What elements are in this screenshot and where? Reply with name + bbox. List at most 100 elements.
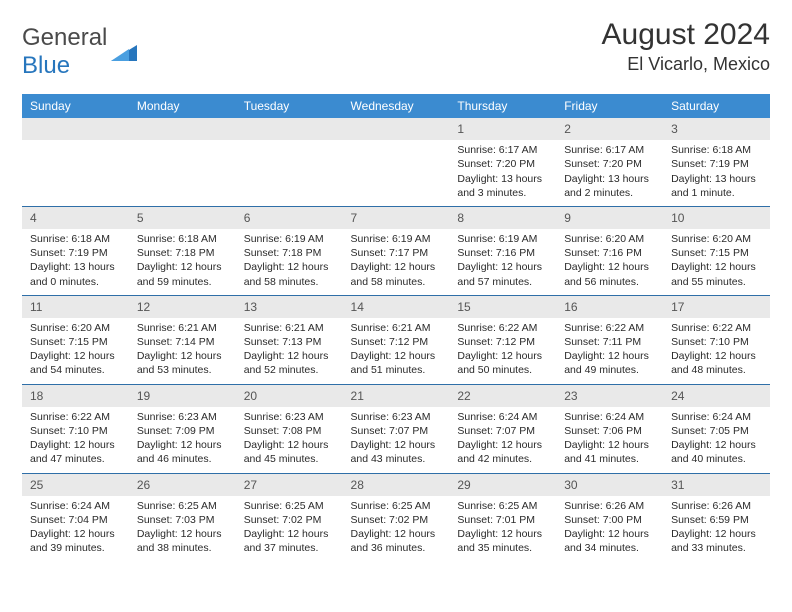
sunset-text: Sunset: 7:04 PM (30, 513, 121, 527)
day-info: Sunrise: 6:21 AMSunset: 7:14 PMDaylight:… (129, 318, 236, 384)
day-info: Sunrise: 6:22 AMSunset: 7:10 PMDaylight:… (22, 407, 129, 473)
day-info: Sunrise: 6:22 AMSunset: 7:12 PMDaylight:… (449, 318, 556, 384)
sunset-text: Sunset: 7:20 PM (457, 157, 548, 171)
day-info: Sunrise: 6:24 AMSunset: 7:05 PMDaylight:… (663, 407, 770, 473)
sunrise-text: Sunrise: 6:22 AM (671, 321, 762, 335)
day-number: 18 (22, 384, 129, 407)
sunrise-text: Sunrise: 6:25 AM (351, 499, 442, 513)
daynum-row: 123 (22, 118, 770, 140)
day-info (129, 140, 236, 206)
day-number (22, 118, 129, 140)
daylight-text: Daylight: 12 hours and 36 minutes. (351, 527, 442, 555)
day-info: Sunrise: 6:21 AMSunset: 7:13 PMDaylight:… (236, 318, 343, 384)
sunset-text: Sunset: 7:10 PM (671, 335, 762, 349)
day-number: 30 (556, 473, 663, 496)
daylight-text: Daylight: 12 hours and 51 minutes. (351, 349, 442, 377)
weekday-header: Wednesday (343, 94, 450, 118)
sunrise-text: Sunrise: 6:17 AM (457, 143, 548, 157)
month-title: August 2024 (602, 18, 770, 52)
sunset-text: Sunset: 7:13 PM (244, 335, 335, 349)
daylight-text: Daylight: 12 hours and 34 minutes. (564, 527, 655, 555)
daylight-text: Daylight: 12 hours and 55 minutes. (671, 260, 762, 288)
sunset-text: Sunset: 7:08 PM (244, 424, 335, 438)
sunrise-text: Sunrise: 6:21 AM (351, 321, 442, 335)
sunset-text: Sunset: 7:07 PM (351, 424, 442, 438)
day-info: Sunrise: 6:25 AMSunset: 7:02 PMDaylight:… (343, 496, 450, 562)
logo-triangle-icon (111, 43, 137, 61)
sunset-text: Sunset: 7:11 PM (564, 335, 655, 349)
daynum-row: 25262728293031 (22, 473, 770, 496)
weekday-header: Saturday (663, 94, 770, 118)
day-info: Sunrise: 6:24 AMSunset: 7:06 PMDaylight:… (556, 407, 663, 473)
day-info: Sunrise: 6:20 AMSunset: 7:15 PMDaylight:… (663, 229, 770, 295)
daylight-text: Daylight: 12 hours and 50 minutes. (457, 349, 548, 377)
sunset-text: Sunset: 7:19 PM (30, 246, 121, 260)
daylight-text: Daylight: 12 hours and 52 minutes. (244, 349, 335, 377)
day-number: 19 (129, 384, 236, 407)
day-info (343, 140, 450, 206)
sunrise-text: Sunrise: 6:19 AM (457, 232, 548, 246)
day-info (236, 140, 343, 206)
daylight-text: Daylight: 12 hours and 41 minutes. (564, 438, 655, 466)
sunset-text: Sunset: 7:19 PM (671, 157, 762, 171)
info-row: Sunrise: 6:24 AMSunset: 7:04 PMDaylight:… (22, 496, 770, 562)
sunset-text: Sunset: 7:03 PM (137, 513, 228, 527)
sunrise-text: Sunrise: 6:26 AM (671, 499, 762, 513)
daylight-text: Daylight: 12 hours and 54 minutes. (30, 349, 121, 377)
brand-word2: Blue (22, 52, 70, 79)
day-number: 16 (556, 295, 663, 318)
day-number: 20 (236, 384, 343, 407)
sunset-text: Sunset: 7:17 PM (351, 246, 442, 260)
day-info: Sunrise: 6:18 AMSunset: 7:18 PMDaylight:… (129, 229, 236, 295)
location: El Vicarlo, Mexico (602, 54, 770, 75)
weekday-header: Monday (129, 94, 236, 118)
day-info: Sunrise: 6:25 AMSunset: 7:01 PMDaylight:… (449, 496, 556, 562)
day-number: 6 (236, 206, 343, 229)
sunrise-text: Sunrise: 6:18 AM (137, 232, 228, 246)
sunset-text: Sunset: 7:01 PM (457, 513, 548, 527)
daylight-text: Daylight: 12 hours and 33 minutes. (671, 527, 762, 555)
day-info: Sunrise: 6:23 AMSunset: 7:07 PMDaylight:… (343, 407, 450, 473)
sunrise-text: Sunrise: 6:26 AM (564, 499, 655, 513)
day-info: Sunrise: 6:18 AMSunset: 7:19 PMDaylight:… (663, 140, 770, 206)
sunrise-text: Sunrise: 6:24 AM (671, 410, 762, 424)
day-info: Sunrise: 6:18 AMSunset: 7:19 PMDaylight:… (22, 229, 129, 295)
day-number: 5 (129, 206, 236, 229)
sunrise-text: Sunrise: 6:18 AM (30, 232, 121, 246)
sunrise-text: Sunrise: 6:24 AM (457, 410, 548, 424)
day-number (343, 118, 450, 140)
day-info: Sunrise: 6:19 AMSunset: 7:17 PMDaylight:… (343, 229, 450, 295)
day-number: 26 (129, 473, 236, 496)
brand-text: General Blue (22, 24, 107, 80)
sunrise-text: Sunrise: 6:20 AM (30, 321, 121, 335)
sunset-text: Sunset: 7:07 PM (457, 424, 548, 438)
sunset-text: Sunset: 7:12 PM (457, 335, 548, 349)
daynum-row: 18192021222324 (22, 384, 770, 407)
daylight-text: Daylight: 12 hours and 47 minutes. (30, 438, 121, 466)
daynum-row: 11121314151617 (22, 295, 770, 318)
sunset-text: Sunset: 7:20 PM (564, 157, 655, 171)
title-block: August 2024 El Vicarlo, Mexico (602, 18, 770, 75)
daylight-text: Daylight: 12 hours and 35 minutes. (457, 527, 548, 555)
daylight-text: Daylight: 13 hours and 1 minute. (671, 172, 762, 200)
sunset-text: Sunset: 7:00 PM (564, 513, 655, 527)
sunset-text: Sunset: 7:12 PM (351, 335, 442, 349)
day-number: 14 (343, 295, 450, 318)
day-number: 12 (129, 295, 236, 318)
sunrise-text: Sunrise: 6:25 AM (457, 499, 548, 513)
daylight-text: Daylight: 12 hours and 46 minutes. (137, 438, 228, 466)
sunrise-text: Sunrise: 6:22 AM (30, 410, 121, 424)
sunset-text: Sunset: 7:18 PM (244, 246, 335, 260)
sunset-text: Sunset: 7:15 PM (671, 246, 762, 260)
day-number: 27 (236, 473, 343, 496)
sunrise-text: Sunrise: 6:20 AM (564, 232, 655, 246)
day-info: Sunrise: 6:20 AMSunset: 7:16 PMDaylight:… (556, 229, 663, 295)
sunrise-text: Sunrise: 6:21 AM (137, 321, 228, 335)
sunrise-text: Sunrise: 6:17 AM (564, 143, 655, 157)
daynum-row: 45678910 (22, 206, 770, 229)
weekday-header: Sunday (22, 94, 129, 118)
day-info: Sunrise: 6:17 AMSunset: 7:20 PMDaylight:… (556, 140, 663, 206)
day-number: 1 (449, 118, 556, 140)
weekday-header: Friday (556, 94, 663, 118)
day-number: 8 (449, 206, 556, 229)
